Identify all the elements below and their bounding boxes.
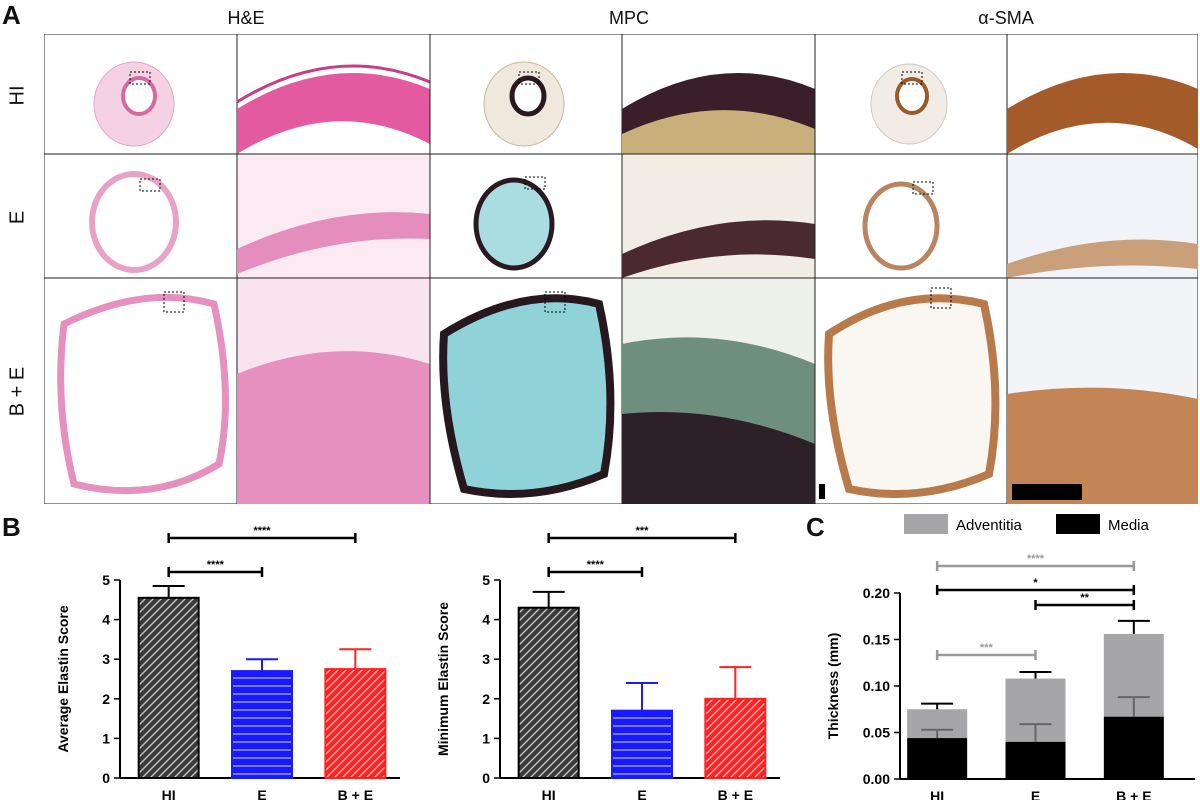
bar-e (611, 709, 673, 779)
legend-swatch-media (1056, 514, 1100, 534)
significance-label: *** (980, 642, 994, 654)
row-header-be: B + E (6, 366, 29, 417)
average-elastin-chart: 0 1 2 3 4 5 Average Elastin Score HI E B + E **** *… (55, 525, 400, 800)
mpc-hi-overview (429, 34, 623, 155)
y-axis-label: Minimum Elastin Score (435, 602, 451, 756)
legend-swatch-adventitia (904, 514, 948, 534)
mpc-e-zoom (621, 153, 816, 279)
bar-media (1103, 716, 1164, 779)
he-hi-overview (44, 34, 238, 155)
sma-hi-overview (814, 34, 1008, 155)
y-tick-label: 2 (482, 691, 490, 707)
he-be-zoom (236, 277, 431, 504)
mpc-hi-zoom (621, 34, 816, 155)
x-tick-label: B + E (338, 787, 373, 800)
histology-grid (44, 34, 1198, 504)
legend-label-media: Media (1108, 517, 1150, 534)
y-tick-label: 2 (102, 691, 110, 707)
sma-e-zoom (1006, 153, 1198, 279)
row-header-e: E (6, 210, 29, 225)
mpc-be-zoom (621, 277, 816, 504)
y-tick-label: 0.05 (863, 725, 890, 741)
y-tick-label: 4 (102, 612, 110, 628)
x-tick-label: E (637, 787, 646, 800)
significance-label: * (1033, 577, 1038, 589)
y-tick-label: 4 (482, 612, 490, 628)
y-tick-label: 3 (482, 651, 490, 667)
scale-bar-small (819, 484, 825, 499)
y-tick-label: 5 (102, 572, 110, 588)
column-header-sma: α-SMA (978, 8, 1034, 28)
x-tick-label: HI (542, 787, 556, 800)
significance-label: **** (587, 559, 605, 571)
x-tick-label: E (257, 787, 266, 800)
bar-media (1005, 741, 1066, 779)
significance-label: **** (207, 559, 225, 571)
significance-label: ** (1080, 592, 1089, 604)
thickness-chart: Adventitia Media 0.00 0.05 0.10 0.15 0.20 Thick… (825, 514, 1195, 800)
significance-label: **** (1027, 553, 1045, 565)
y-tick-label: 1 (102, 730, 110, 746)
y-tick-label: 0.15 (863, 632, 890, 648)
bar-be (324, 668, 387, 780)
mpc-e-overview (429, 153, 623, 279)
he-e-zoom (236, 153, 431, 279)
y-tick-label: 5 (482, 572, 490, 588)
bar-hi (137, 596, 200, 779)
bar-media (907, 738, 968, 779)
sma-hi-zoom (1006, 34, 1198, 155)
scale-bar (1012, 484, 1082, 500)
row-header-hi: HI (6, 85, 29, 106)
sma-be-zoom (1006, 277, 1198, 504)
significance-label: *** (636, 525, 650, 537)
column-header-he: H&E (227, 8, 265, 28)
bar-be (704, 697, 767, 779)
x-tick-label: B + E (718, 787, 753, 800)
legend-label-adventitia: Adventitia (956, 517, 1023, 534)
y-axis-label: Thickness (mm) (825, 633, 841, 740)
panel-a-letter: A (2, 0, 21, 30)
x-tick-label: HI (162, 787, 176, 800)
y-axis-label: Average Elastin Score (55, 605, 71, 753)
y-tick-label: 0 (102, 770, 110, 786)
he-e-overview (44, 153, 238, 279)
sma-be-overview (814, 277, 1008, 504)
y-tick-label: 0.10 (863, 678, 890, 694)
y-tick-label: 0 (482, 770, 490, 786)
bar-hi (517, 606, 580, 779)
he-be-overview (44, 277, 238, 504)
panel-c-letter: C (806, 512, 825, 542)
bar-e (231, 670, 293, 779)
mpc-be-overview (429, 277, 623, 504)
y-tick-label: 3 (102, 651, 110, 667)
y-tick-label: 1 (482, 730, 490, 746)
y-tick-label: 0.00 (863, 771, 890, 787)
y-tick-label: 0.20 (863, 585, 890, 601)
x-tick-label: HI (930, 788, 944, 800)
he-hi-zoom (236, 34, 431, 155)
x-tick-label: B + E (1116, 788, 1151, 800)
column-header-mpc: MPC (609, 8, 649, 28)
x-tick-label: E (1031, 788, 1040, 800)
sma-e-overview (814, 153, 1008, 279)
significance-label: **** (253, 525, 271, 537)
panel-b-letter: B (2, 512, 21, 542)
